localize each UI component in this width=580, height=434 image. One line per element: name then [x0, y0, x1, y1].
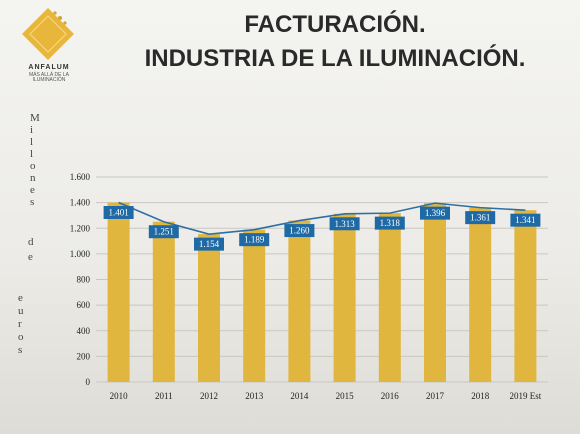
logo-name: ANFALUM	[28, 64, 70, 71]
x-tick-label: 2017	[426, 391, 445, 401]
bar	[107, 202, 130, 382]
y-tick-label: 800	[77, 275, 91, 285]
data-label: 1.189	[244, 235, 265, 245]
y-tick-label: 1.000	[70, 249, 91, 259]
data-label: 1.154	[199, 239, 220, 249]
x-tick-label: 2019 Est	[510, 391, 542, 401]
y-tick-label: 600	[77, 300, 91, 310]
y-tick-label: 200	[77, 351, 91, 361]
title-line-1: FACTURACIÓN.	[244, 11, 426, 38]
data-label: 1.318	[380, 218, 401, 228]
y-tick-label: 0	[86, 377, 91, 387]
data-label: 1.401	[108, 207, 128, 217]
data-label-box	[239, 233, 270, 247]
x-tick-label: 2011	[155, 391, 173, 401]
y-axis-label-letter: e	[30, 184, 35, 196]
bar	[514, 210, 537, 382]
bar	[424, 203, 446, 382]
data-label: 1.361	[470, 213, 490, 223]
data-label-box	[284, 224, 315, 238]
y-axis-label-letter: r	[18, 318, 22, 330]
data-label: 1.251	[154, 227, 174, 237]
y-tick-label: 1.200	[70, 223, 91, 233]
data-label-box	[194, 237, 224, 251]
y-axis-label-letter: M	[30, 112, 40, 124]
anfalum-logo: ANFALUM MÁS ALLÁ DE LA ILUMINACIÓN	[14, 6, 84, 84]
data-label: 1.260	[289, 226, 310, 236]
data-label: 1.341	[515, 215, 535, 225]
y-axis-label-letter: s	[30, 196, 35, 208]
page-title: FACTURACIÓN. INDUSTRIA DE LA ILUMINACIÓN…	[100, 8, 570, 76]
y-axis-label-letter: u	[18, 305, 24, 317]
data-label-box	[420, 206, 450, 220]
y-tick-label: 1.400	[70, 198, 91, 208]
x-tick-label: 2018	[471, 391, 490, 401]
bar	[378, 213, 401, 382]
data-label-box	[510, 213, 541, 227]
x-tick-label: 2014	[290, 391, 309, 401]
x-tick-label: 2015	[336, 391, 355, 401]
y-axis-label-letter: o	[30, 160, 36, 172]
logo-mark-icon	[22, 8, 74, 60]
data-label: 1.313	[334, 219, 355, 229]
y-axis-label-letter: n	[30, 172, 36, 184]
y-axis-label-letter: i	[30, 124, 34, 136]
data-label-box	[374, 216, 405, 230]
logo-tagline: MÁS ALLÁ DE LA ILUMINACIÓN	[28, 72, 70, 83]
y-axis-label-letter: e	[28, 251, 33, 263]
x-tick-label: 2010	[110, 391, 129, 401]
y-tick-label: 1.600	[70, 172, 91, 182]
y-tick-label: 400	[77, 326, 91, 336]
y-axis-label-letter: l	[30, 148, 34, 160]
data-label-box	[103, 205, 134, 219]
x-tick-label: 2012	[200, 391, 218, 401]
bar	[469, 207, 492, 382]
data-label-box	[465, 211, 496, 225]
y-axis-label-letter: l	[30, 136, 34, 148]
bar	[243, 229, 266, 382]
y-axis-label-letter: o	[18, 331, 24, 343]
data-label-box	[329, 217, 360, 231]
data-label: 1.396	[425, 208, 446, 218]
bar	[288, 220, 311, 382]
y-axis-label-letter: e	[18, 292, 23, 304]
x-tick-label: 2016	[381, 391, 400, 401]
data-label-box	[148, 225, 179, 239]
title-line-2: INDUSTRIA DE LA ILUMINACIÓN.	[144, 45, 526, 72]
y-axis-label-letter: d	[28, 236, 34, 248]
x-tick-label: 2013	[245, 391, 264, 401]
y-axis-label-letter: s	[18, 344, 23, 356]
bar	[152, 221, 175, 382]
bar	[198, 234, 220, 382]
trend-line	[118, 201, 526, 235]
bar	[333, 213, 356, 382]
